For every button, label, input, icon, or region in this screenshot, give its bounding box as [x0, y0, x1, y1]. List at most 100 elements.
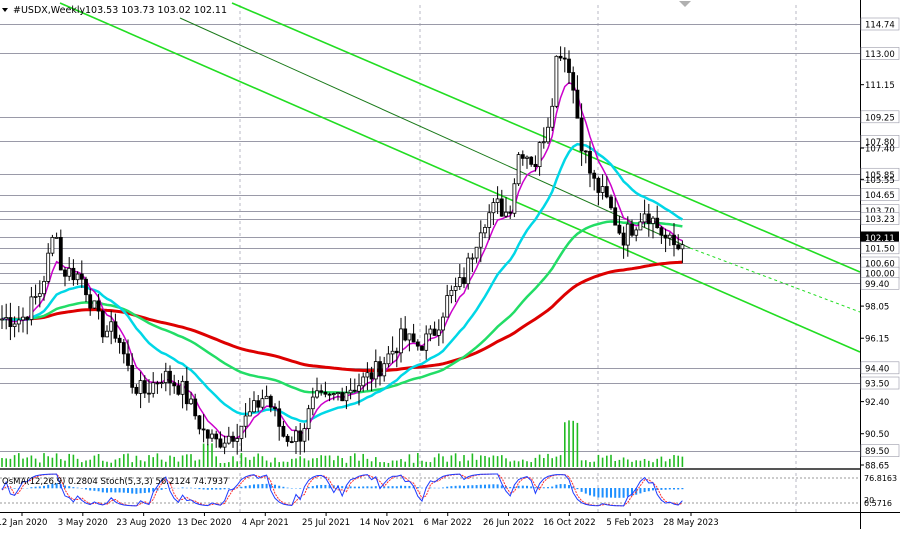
- price-label: 109.25: [865, 113, 895, 123]
- volume-bar: [455, 453, 457, 467]
- osma-bar: [417, 487, 419, 488]
- volume-bar: [682, 457, 684, 467]
- price-bar-body: [555, 56, 558, 106]
- osma-bar: [404, 486, 406, 488]
- osma-bar: [249, 485, 251, 488]
- price-bar-body: [639, 222, 642, 230]
- price-bar-body: [194, 399, 197, 416]
- volume-bar: [383, 462, 385, 467]
- price-bar-body: [471, 258, 474, 259]
- price-bar-body: [51, 237, 54, 253]
- time-label: 5 Feb 2023: [606, 518, 654, 528]
- price-label: 114.74: [865, 21, 895, 31]
- window-separator: [0, 468, 860, 470]
- price-bar-body: [572, 73, 575, 91]
- price-bar-body: [475, 247, 478, 258]
- price-bar-body: [584, 151, 587, 152]
- osma-bar: [85, 488, 87, 489]
- volume-bar: [640, 461, 642, 467]
- volume-bar: [236, 461, 238, 467]
- volume-bar: [400, 459, 402, 467]
- price-bar-body: [177, 386, 180, 394]
- volume-bar: [190, 454, 192, 467]
- osma-bar: [194, 488, 196, 489]
- price-bar-body: [47, 253, 50, 281]
- price-bar-body: [265, 396, 268, 398]
- osma-bar: [618, 488, 620, 498]
- price-bar-body: [169, 371, 172, 383]
- osma-bar: [492, 484, 494, 488]
- price-bar-body: [513, 184, 516, 214]
- price-bar-body: [492, 203, 495, 213]
- price-bar-body: [358, 386, 361, 391]
- volume-bar: [186, 454, 188, 467]
- price-bar-body: [610, 197, 613, 208]
- osma-bar: [597, 488, 599, 497]
- price-bar-body: [303, 429, 306, 442]
- time-label: 3 May 2020: [58, 518, 108, 528]
- price-label: 96.15: [865, 335, 889, 345]
- osma-bar: [400, 486, 402, 489]
- price-bar-body: [219, 439, 222, 447]
- time-label: 26 Jun 2022: [483, 518, 534, 528]
- price-bar-body: [43, 281, 46, 293]
- price-bar-body: [425, 334, 428, 350]
- volume-bar: [493, 455, 495, 467]
- indicator-axis-label: 0.5716: [864, 499, 892, 508]
- osma-bar: [245, 486, 247, 488]
- price-bar-body: [404, 329, 407, 340]
- price-bar-body: [337, 393, 340, 394]
- osma-bar: [165, 488, 167, 489]
- price-bar-body: [139, 381, 142, 394]
- osma-bar: [547, 487, 549, 488]
- volume-bar: [421, 461, 423, 467]
- price-bar-body: [353, 390, 356, 391]
- volume-bar: [178, 462, 180, 467]
- volume-bar: [530, 462, 532, 467]
- price-bar-body: [257, 401, 260, 408]
- osma-bar: [144, 488, 146, 493]
- volume-bar: [77, 459, 79, 467]
- price-bar-body: [517, 155, 520, 184]
- volume-bar: [463, 455, 465, 467]
- volume-bar: [358, 461, 360, 467]
- osma-bar: [530, 486, 532, 488]
- price-bar-body: [345, 393, 348, 401]
- price-bar-body: [454, 287, 457, 291]
- volume-bar: [577, 423, 579, 467]
- price-bar-body: [181, 381, 184, 394]
- price-bar-body: [416, 342, 419, 346]
- volume-bar: [333, 460, 335, 467]
- price-bar-body: [379, 362, 382, 376]
- volume-bar: [127, 454, 129, 467]
- volume-bar: [94, 456, 96, 467]
- price-bar-body: [190, 399, 193, 404]
- price-bar-body: [156, 383, 159, 384]
- osma-bar: [341, 486, 343, 488]
- price-bar-body: [278, 409, 281, 427]
- volume-bar: [106, 462, 108, 467]
- volume-bar: [31, 455, 33, 467]
- volume-bar: [488, 457, 490, 467]
- osma-bar: [114, 488, 116, 492]
- osma-bar: [627, 488, 629, 497]
- osma-bar: [257, 484, 259, 488]
- osma-bar: [610, 488, 612, 498]
- osma-bar: [450, 486, 452, 488]
- price-bar-body: [580, 118, 583, 151]
- osma-bar: [228, 488, 230, 489]
- osma-bar: [219, 488, 221, 490]
- osma-bar: [207, 488, 209, 490]
- volume-bar: [354, 453, 356, 467]
- osma-bar: [287, 488, 289, 489]
- volume-bar: [211, 443, 213, 467]
- volume-bar: [136, 456, 138, 467]
- price-label: 88.65: [865, 462, 889, 472]
- volume-bar: [610, 455, 612, 467]
- price-label: 99.40: [865, 280, 889, 290]
- osma-bar: [211, 488, 213, 490]
- osma-bar: [312, 486, 314, 488]
- volume-bar: [278, 462, 280, 467]
